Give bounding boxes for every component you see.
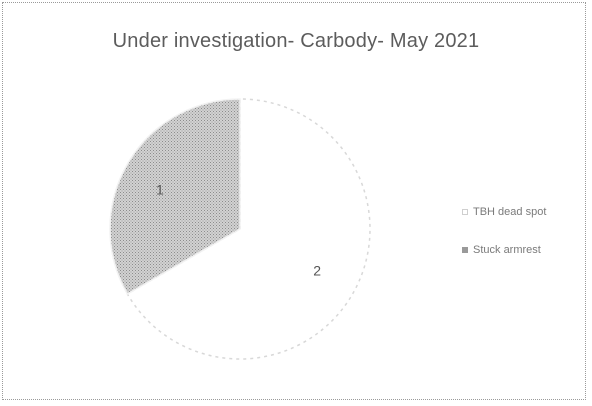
legend-label-stuck: Stuck armrest (473, 244, 541, 256)
legend-item-stuck-armrest: Stuck armrest (462, 242, 546, 258)
chart-title: Under investigation- Carbody- May 2021 (112, 30, 480, 52)
legend: TBH dead spot Stuck armrest (462, 204, 546, 280)
legend-item-tbh-dead-spot: TBH dead spot (462, 204, 546, 220)
legend-swatch-tbh (462, 209, 468, 215)
legend-label-tbh: TBH dead spot (473, 206, 547, 218)
pie-slice-2 (109, 98, 241, 296)
data-label-2: 1 (156, 181, 164, 197)
legend-swatch-stuck (462, 247, 468, 253)
pie-slice-1 (126, 98, 371, 360)
data-label-1: 2 (313, 263, 321, 279)
